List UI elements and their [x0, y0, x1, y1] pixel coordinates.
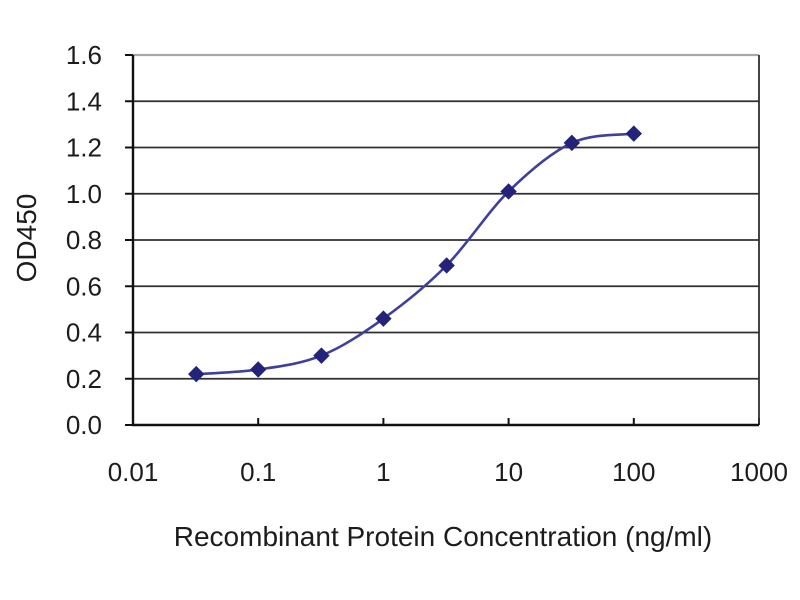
y-tick-label: 0.8: [66, 225, 102, 255]
data-point-marker: [500, 183, 517, 200]
data-point-marker: [313, 347, 330, 364]
x-tick-label: 1000: [730, 457, 788, 487]
x-tick-label: 100: [612, 457, 655, 487]
data-point-marker: [625, 125, 643, 142]
data-point-marker: [249, 361, 267, 378]
x-tick-label: 0.01: [108, 457, 159, 487]
y-tick-label: 0.6: [66, 271, 102, 301]
data-point-marker: [375, 310, 392, 327]
y-tick-label: 1.0: [66, 179, 102, 209]
axis-layer: [125, 54, 760, 427]
data-point-marker: [188, 365, 205, 383]
data-series: [188, 125, 643, 383]
label-layer: 0.0 0.2 0.4 0.6 0.8 1.0 1.2 1.4 1.6 0.01 0.1 1 10 100…: [66, 40, 788, 487]
x-tick-label: 0.1: [240, 457, 276, 487]
y-tick-label: 0.2: [66, 364, 102, 394]
x-tick-label: 10: [494, 457, 523, 487]
data-point-marker: [438, 257, 455, 274]
y-tick-label: 1.2: [66, 133, 102, 163]
y-tick-label: 1.6: [66, 40, 102, 70]
data-point-marker: [563, 134, 581, 152]
data-series-line: [196, 132, 634, 376]
grid-layer: [133, 53, 759, 380]
y-tick-label: 0.0: [66, 410, 102, 440]
y-tick-label: 1.4: [66, 86, 102, 116]
y-tick-label: 0.4: [66, 318, 102, 348]
x-axis-title: Recombinant Protein Concentration (ng/ml…: [174, 521, 712, 552]
x-tick-label: 1: [376, 457, 390, 487]
y-axis-title: OD450: [11, 194, 42, 283]
